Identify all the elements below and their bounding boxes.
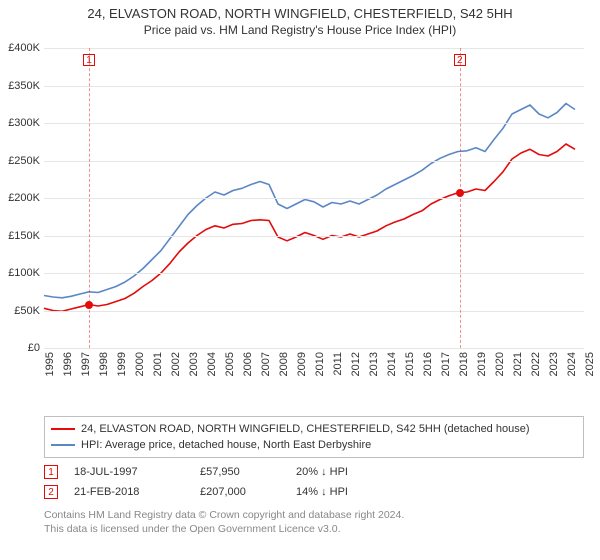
title-block: 24, ELVASTON ROAD, NORTH WINGFIELD, CHES… bbox=[0, 0, 600, 37]
footer-line-1: Contains HM Land Registry data © Crown c… bbox=[44, 508, 584, 522]
footer-line-2: This data is licensed under the Open Gov… bbox=[44, 522, 584, 536]
legend-box: 24, ELVASTON ROAD, NORTH WINGFIELD, CHES… bbox=[44, 416, 584, 458]
marker-row-delta: 14% ↓ HPI bbox=[296, 486, 406, 498]
event-marker-box: 2 bbox=[454, 54, 466, 66]
plot-region: £0£50K£100K£150K£200K£250K£300K£350K£400… bbox=[44, 48, 584, 349]
y-tick-label: £250K bbox=[8, 155, 40, 167]
title-line-2: Price paid vs. HM Land Registry's House … bbox=[0, 23, 600, 37]
y-tick-label: £300K bbox=[8, 117, 40, 129]
footer-attribution: Contains HM Land Registry data © Crown c… bbox=[44, 508, 584, 536]
marker-row-number: 1 bbox=[44, 465, 58, 479]
chart-area: £0£50K£100K£150K£200K£250K£300K£350K£400… bbox=[44, 48, 584, 378]
sale-point bbox=[85, 301, 93, 309]
marker-row-date: 21-FEB-2018 bbox=[74, 486, 184, 498]
y-tick-label: £150K bbox=[8, 230, 40, 242]
gridline bbox=[44, 311, 584, 312]
gridline bbox=[44, 198, 584, 199]
marker-row-number: 2 bbox=[44, 485, 58, 499]
y-tick-label: £50K bbox=[14, 305, 40, 317]
legend-label-property: 24, ELVASTON ROAD, NORTH WINGFIELD, CHES… bbox=[81, 421, 530, 437]
gridline bbox=[44, 236, 584, 237]
marker-row-price: £57,950 bbox=[200, 466, 280, 478]
legend-item-property: 24, ELVASTON ROAD, NORTH WINGFIELD, CHES… bbox=[51, 421, 577, 437]
event-marker-line bbox=[460, 48, 461, 348]
event-marker-box: 1 bbox=[83, 54, 95, 66]
gridline bbox=[44, 348, 584, 349]
series-line-property bbox=[44, 144, 575, 311]
legend-swatch-property bbox=[51, 428, 75, 430]
marker-row-delta: 20% ↓ HPI bbox=[296, 466, 406, 478]
marker-row: 2 21-FEB-2018 £207,000 14% ↓ HPI bbox=[44, 482, 584, 502]
legend-item-hpi: HPI: Average price, detached house, Nort… bbox=[51, 437, 577, 453]
chart-container: 24, ELVASTON ROAD, NORTH WINGFIELD, CHES… bbox=[0, 0, 600, 560]
title-line-1: 24, ELVASTON ROAD, NORTH WINGFIELD, CHES… bbox=[0, 6, 600, 21]
y-tick-label: £350K bbox=[8, 80, 40, 92]
gridline bbox=[44, 48, 584, 49]
marker-row: 1 18-JUL-1997 £57,950 20% ↓ HPI bbox=[44, 462, 584, 482]
markers-table: 1 18-JUL-1997 £57,950 20% ↓ HPI 2 21-FEB-2018… bbox=[44, 462, 584, 502]
gridline bbox=[44, 86, 584, 87]
gridline bbox=[44, 161, 584, 162]
y-tick-label: £0 bbox=[28, 342, 40, 354]
gridline bbox=[44, 273, 584, 274]
y-tick-label: £400K bbox=[8, 42, 40, 54]
sale-point bbox=[456, 189, 464, 197]
y-tick-label: £200K bbox=[8, 192, 40, 204]
y-tick-label: £100K bbox=[8, 267, 40, 279]
gridline bbox=[44, 123, 584, 124]
series-line-hpi bbox=[44, 104, 575, 298]
legend-label-hpi: HPI: Average price, detached house, Nort… bbox=[81, 437, 371, 453]
marker-row-price: £207,000 bbox=[200, 486, 280, 498]
legend-swatch-hpi bbox=[51, 444, 75, 446]
marker-row-date: 18-JUL-1997 bbox=[74, 466, 184, 478]
